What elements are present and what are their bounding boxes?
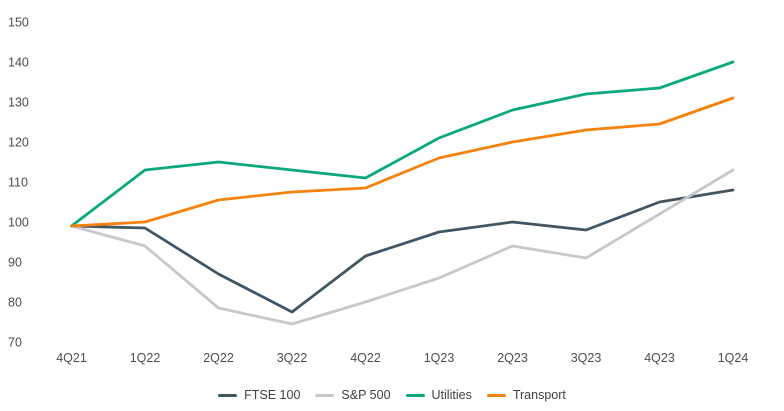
legend-item-ftse-100: FTSE 100 <box>218 387 300 403</box>
y-axis-tick-label: 80 <box>8 296 22 310</box>
series-line-utilities <box>70 60 735 228</box>
y-axis-tick-label: 90 <box>8 256 22 270</box>
legend-item-transport: Transport <box>486 387 566 403</box>
legend-item-utilities: Utilities <box>405 387 472 403</box>
series-line-transport <box>70 96 735 228</box>
legend-label: Utilities <box>431 388 472 402</box>
y-axis-tick-label: 110 <box>8 176 28 190</box>
x-axis-tick-label: 3Q23 <box>571 351 602 365</box>
x-axis-tick-label: 1Q24 <box>718 351 749 365</box>
legend-label: S&P 500 <box>341 388 391 402</box>
y-axis-tick-label: 130 <box>8 96 29 110</box>
legend-label: Transport <box>512 388 566 402</box>
legend-swatch-utilities <box>405 393 425 397</box>
y-axis-tick-label: 150 <box>8 16 29 30</box>
legend-swatch-ftse-100 <box>218 393 238 397</box>
legend-item-sandp-500: S&P 500 <box>315 387 391 403</box>
x-axis-tick-label: 4Q23 <box>644 351 675 365</box>
legend-label: FTSE 100 <box>244 388 301 402</box>
x-axis-tick-label: 4Q22 <box>350 351 381 365</box>
plot-area: 70 80 90 100 110 120 130 140 150 4Q21 1Q22 2Q22 3Q22… <box>8 16 749 366</box>
series-line-sandp-500 <box>70 168 735 326</box>
legend-swatch-sandp-500 <box>315 393 335 397</box>
series-line-ftse-100 <box>70 188 735 314</box>
y-axis-tick-label: 120 <box>8 136 29 150</box>
x-axis-tick-label: 1Q22 <box>130 351 161 365</box>
y-axis-tick-label: 70 <box>8 336 22 350</box>
x-axis-tick-label: 3Q22 <box>277 351 308 365</box>
y-axis-tick-label: 100 <box>8 216 29 230</box>
legend-swatch-transport <box>486 393 506 397</box>
x-axis-tick-label: 2Q23 <box>497 351 528 365</box>
x-axis-tick-label: 4Q21 <box>56 351 87 365</box>
x-axis-tick-label: 2Q22 <box>203 351 234 365</box>
x-axis-tick-label: 1Q23 <box>424 351 455 365</box>
y-axis-tick-label: 140 <box>8 56 29 70</box>
chart-legend: FTSE 100 S&P 500 Utilities Transport <box>0 387 784 403</box>
